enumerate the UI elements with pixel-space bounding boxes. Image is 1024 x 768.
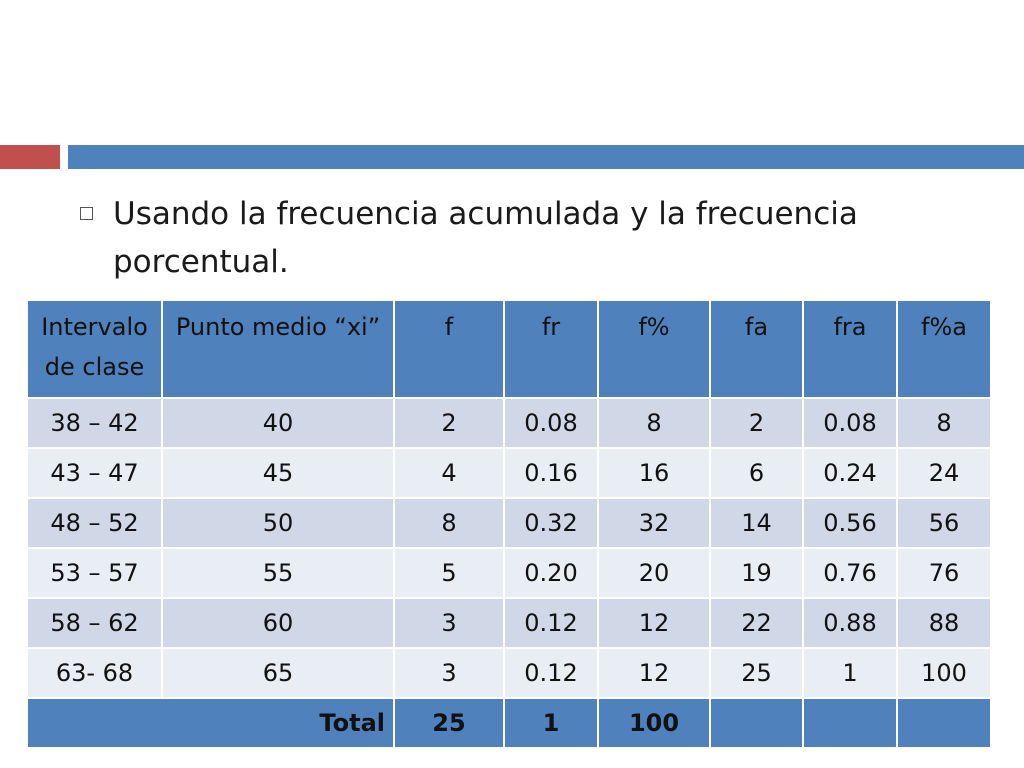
table-cell: 45	[161, 447, 395, 499]
total-row: Total 25 1 100	[26, 697, 992, 749]
table-cell: 19	[709, 547, 804, 599]
table-row: 53 – 57 55 5 0.20 20 19 0.76 76	[26, 547, 992, 599]
table-cell: 6	[709, 447, 804, 499]
total-fr: 1	[503, 697, 599, 749]
table-cell: 20	[597, 547, 711, 599]
empty-cell	[802, 697, 898, 749]
table-cell: 0.08	[503, 397, 599, 449]
table-cell: 4	[393, 447, 505, 499]
table-cell: 8	[896, 397, 992, 449]
table-row: 58 – 62 60 3 0.12 12 22 0.88 88	[26, 597, 992, 649]
table-cell: 48 – 52	[26, 497, 163, 549]
table-cell: 58 – 62	[26, 597, 163, 649]
table-cell: 53 – 57	[26, 547, 163, 599]
table-cell: 50	[161, 497, 395, 549]
table-cell: 22	[709, 597, 804, 649]
bullet-text: Usando la frecuencia acumulada y la frec…	[113, 196, 858, 280]
total-f: 25	[393, 697, 505, 749]
header-cell: fa	[709, 299, 804, 399]
square-bullet-icon	[80, 207, 93, 220]
table-cell: 88	[896, 597, 992, 649]
table-cell: 100	[896, 647, 992, 699]
table-row: 63- 68 65 3 0.12 12 25 1 100	[26, 647, 992, 699]
table-cell: 60	[161, 597, 395, 649]
table-cell: 0.12	[503, 647, 599, 699]
frequency-table: Intervalo de clase Punto medio “xi” f fr…	[26, 299, 992, 749]
header-row: Intervalo de clase Punto medio “xi” f fr…	[26, 299, 992, 399]
table-cell: 8	[393, 497, 505, 549]
table-cell: 32	[597, 497, 711, 549]
table-cell: 43 – 47	[26, 447, 163, 499]
header-cell: Intervalo de clase	[26, 299, 163, 399]
table-cell: 0.08	[802, 397, 898, 449]
table-cell: 63- 68	[26, 647, 163, 699]
table-header: Intervalo de clase Punto medio “xi” f fr…	[26, 299, 992, 399]
table-cell: 76	[896, 547, 992, 599]
table-cell: 12	[597, 597, 711, 649]
table-cell: 56	[896, 497, 992, 549]
total-label: Total	[26, 697, 395, 749]
empty-cell	[709, 697, 804, 749]
table-cell: 0.12	[503, 597, 599, 649]
table-cell: 3	[393, 597, 505, 649]
table-cell: 3	[393, 647, 505, 699]
table-row: 48 – 52 50 8 0.32 32 14 0.56 56	[26, 497, 992, 549]
table-cell: 55	[161, 547, 395, 599]
table-cell: 2	[709, 397, 804, 449]
bullet-item: Usando la frecuencia acumulada y la frec…	[80, 190, 960, 286]
table-cell: 65	[161, 647, 395, 699]
table-cell: 16	[597, 447, 711, 499]
empty-cell	[896, 697, 992, 749]
header-cell: f%	[597, 299, 711, 399]
table-cell: 12	[597, 647, 711, 699]
header-cell: Punto medio “xi”	[161, 299, 395, 399]
table-cell: 1	[802, 647, 898, 699]
total-fp: 100	[597, 697, 711, 749]
table-body: 38 – 42 40 2 0.08 8 2 0.08 8 43 – 47 45 …	[26, 397, 992, 699]
table-cell: 38 – 42	[26, 397, 163, 449]
table-row: 43 – 47 45 4 0.16 16 6 0.24 24	[26, 447, 992, 499]
table-cell: 0.32	[503, 497, 599, 549]
table-cell: 0.76	[802, 547, 898, 599]
table-cell: 25	[709, 647, 804, 699]
header-cell: fr	[503, 299, 599, 399]
table-cell: 0.88	[802, 597, 898, 649]
table-cell: 40	[161, 397, 395, 449]
table-cell: 5	[393, 547, 505, 599]
table-cell: 0.20	[503, 547, 599, 599]
table-cell: 0.16	[503, 447, 599, 499]
table-cell: 8	[597, 397, 711, 449]
table-cell: 0.24	[802, 447, 898, 499]
table-cell: 2	[393, 397, 505, 449]
accent-bar-blue	[68, 145, 1024, 169]
table-footer: Total 25 1 100	[26, 697, 992, 749]
table-cell: 14	[709, 497, 804, 549]
header-cell: f	[393, 299, 505, 399]
header-cell: fra	[802, 299, 898, 399]
table-cell: 0.56	[802, 497, 898, 549]
accent-bar-red	[0, 145, 60, 169]
table-row: 38 – 42 40 2 0.08 8 2 0.08 8	[26, 397, 992, 449]
table-cell: 24	[896, 447, 992, 499]
header-cell: f%a	[896, 299, 992, 399]
